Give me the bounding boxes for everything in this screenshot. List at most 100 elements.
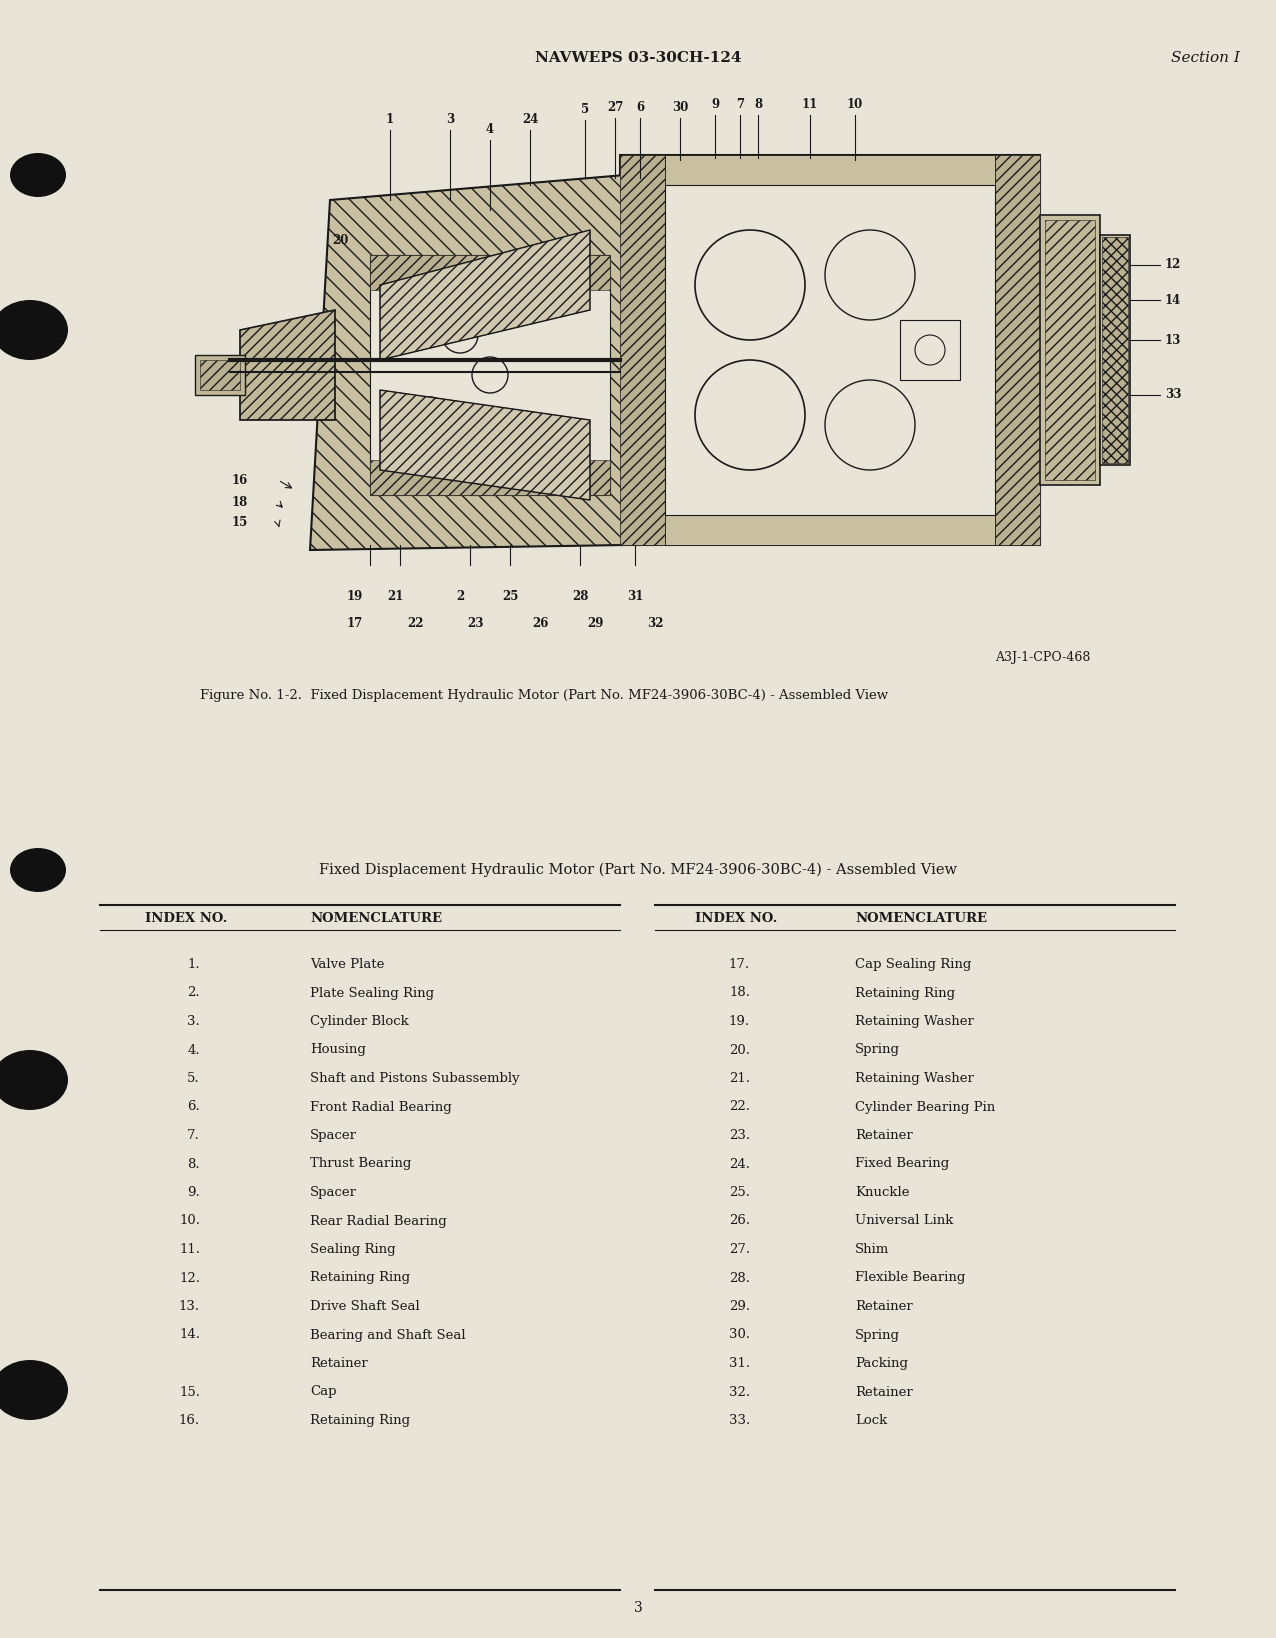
Text: 4.: 4. xyxy=(188,1043,200,1057)
Text: 17.: 17. xyxy=(729,958,750,971)
Text: 32.: 32. xyxy=(729,1386,750,1399)
Text: 30.: 30. xyxy=(729,1328,750,1342)
Polygon shape xyxy=(240,310,336,419)
Text: 33.: 33. xyxy=(729,1414,750,1427)
Ellipse shape xyxy=(0,1050,68,1111)
Bar xyxy=(620,156,1040,545)
Text: 15.: 15. xyxy=(179,1386,200,1399)
Text: Retainer: Retainer xyxy=(855,1301,912,1314)
Text: Retaining Ring: Retaining Ring xyxy=(310,1271,410,1284)
Circle shape xyxy=(412,277,448,313)
Text: 29.: 29. xyxy=(729,1301,750,1314)
Text: Sealing Ring: Sealing Ring xyxy=(310,1243,396,1256)
Text: Spacer: Spacer xyxy=(310,1129,357,1142)
Text: Spring: Spring xyxy=(855,1328,900,1342)
Polygon shape xyxy=(380,390,590,500)
Text: Retaining Ring: Retaining Ring xyxy=(310,1414,410,1427)
Text: Knuckle: Knuckle xyxy=(855,1186,910,1199)
Bar xyxy=(900,319,960,380)
Circle shape xyxy=(695,360,805,470)
Text: Cylinder Block: Cylinder Block xyxy=(310,1016,408,1029)
Text: Retainer: Retainer xyxy=(855,1386,912,1399)
Text: 27.: 27. xyxy=(729,1243,750,1256)
Ellipse shape xyxy=(0,300,68,360)
Bar xyxy=(665,156,995,185)
Text: 6.: 6. xyxy=(188,1101,200,1114)
Text: 2: 2 xyxy=(456,590,464,603)
Text: Fixed Bearing: Fixed Bearing xyxy=(855,1158,949,1171)
Text: Cap Sealing Ring: Cap Sealing Ring xyxy=(855,958,971,971)
Polygon shape xyxy=(310,175,625,550)
Bar xyxy=(665,185,995,514)
Text: 28.: 28. xyxy=(729,1271,750,1284)
Text: INDEX NO.: INDEX NO. xyxy=(145,912,227,925)
Text: Valve Plate: Valve Plate xyxy=(310,958,384,971)
Text: A3J-1-CPO-468: A3J-1-CPO-468 xyxy=(994,650,1090,663)
Text: Front Radial Bearing: Front Radial Bearing xyxy=(310,1101,452,1114)
Text: 21.: 21. xyxy=(729,1071,750,1084)
Bar xyxy=(995,156,1040,545)
Text: 12: 12 xyxy=(1165,259,1182,272)
Circle shape xyxy=(472,357,508,393)
Text: Thrust Bearing: Thrust Bearing xyxy=(310,1158,411,1171)
Text: 1: 1 xyxy=(385,113,394,126)
Text: 21: 21 xyxy=(387,590,403,603)
Text: 8: 8 xyxy=(754,98,762,111)
Text: Lock: Lock xyxy=(855,1414,887,1427)
Text: Spring: Spring xyxy=(855,1043,900,1057)
Text: NOMENCLATURE: NOMENCLATURE xyxy=(855,912,988,925)
Text: 14: 14 xyxy=(1165,293,1182,306)
Bar xyxy=(665,514,995,545)
Text: 16: 16 xyxy=(232,473,248,486)
Text: Cap: Cap xyxy=(310,1386,337,1399)
Text: Retainer: Retainer xyxy=(310,1356,367,1369)
Text: 11.: 11. xyxy=(179,1243,200,1256)
Text: Fixed Displacement Hydraulic Motor (Part No. MF24-3906-30BC-4) - Assembled View: Fixed Displacement Hydraulic Motor (Part… xyxy=(319,863,957,878)
Text: 9: 9 xyxy=(711,98,720,111)
Ellipse shape xyxy=(10,848,66,893)
Text: 5.: 5. xyxy=(188,1071,200,1084)
Text: 13: 13 xyxy=(1165,334,1182,347)
Text: Universal Link: Universal Link xyxy=(855,1214,953,1227)
Text: 2.: 2. xyxy=(188,986,200,999)
Bar xyxy=(1040,215,1100,485)
Text: Cylinder Bearing Pin: Cylinder Bearing Pin xyxy=(855,1101,995,1114)
Text: 11: 11 xyxy=(801,98,818,111)
Text: 27: 27 xyxy=(607,102,623,115)
Text: 23.: 23. xyxy=(729,1129,750,1142)
Ellipse shape xyxy=(0,1360,68,1420)
Text: Drive Shaft Seal: Drive Shaft Seal xyxy=(310,1301,420,1314)
Bar xyxy=(960,156,1040,545)
Text: 4: 4 xyxy=(486,123,494,136)
Text: Section I: Section I xyxy=(1171,51,1240,66)
Text: 25.: 25. xyxy=(729,1186,750,1199)
Circle shape xyxy=(412,396,448,432)
Text: 8.: 8. xyxy=(188,1158,200,1171)
Circle shape xyxy=(915,336,946,365)
Text: 9.: 9. xyxy=(188,1186,200,1199)
Text: 28: 28 xyxy=(572,590,588,603)
Text: 10.: 10. xyxy=(179,1214,200,1227)
Bar xyxy=(1102,238,1128,464)
Text: 3: 3 xyxy=(445,113,454,126)
Text: 24.: 24. xyxy=(729,1158,750,1171)
Text: 20: 20 xyxy=(332,234,348,246)
Text: 18.: 18. xyxy=(729,986,750,999)
Text: 5: 5 xyxy=(581,103,590,116)
Text: Retaining Washer: Retaining Washer xyxy=(855,1071,974,1084)
Text: Retaining Ring: Retaining Ring xyxy=(855,986,956,999)
Text: 17: 17 xyxy=(347,618,364,631)
Text: 20.: 20. xyxy=(729,1043,750,1057)
Text: 31.: 31. xyxy=(729,1356,750,1369)
Bar xyxy=(620,156,665,545)
Text: 26: 26 xyxy=(532,618,549,631)
Text: 22.: 22. xyxy=(729,1101,750,1114)
Text: 15: 15 xyxy=(232,516,248,529)
Text: 29: 29 xyxy=(587,618,604,631)
Ellipse shape xyxy=(10,152,66,197)
Text: 30: 30 xyxy=(671,102,688,115)
Text: Spacer: Spacer xyxy=(310,1186,357,1199)
Text: 10: 10 xyxy=(847,98,863,111)
Circle shape xyxy=(826,380,915,470)
Text: Housing: Housing xyxy=(310,1043,366,1057)
